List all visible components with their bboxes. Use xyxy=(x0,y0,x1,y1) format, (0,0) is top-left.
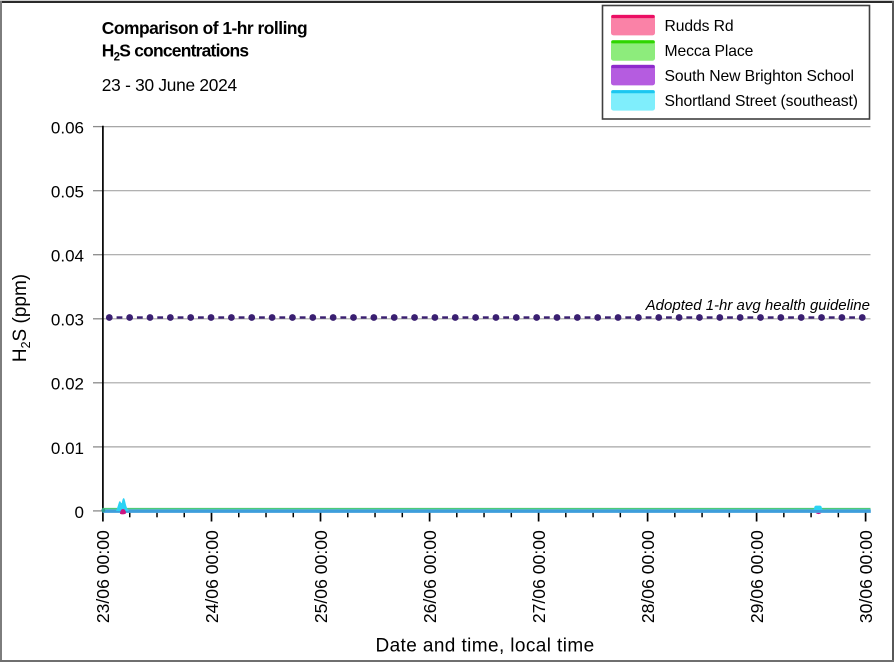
svg-text:H2S (ppm): H2S (ppm) xyxy=(10,274,33,362)
svg-text:0.06: 0.06 xyxy=(51,119,84,138)
svg-text:30/06 00:00: 30/06 00:00 xyxy=(856,530,876,623)
svg-text:24/06 00:00: 24/06 00:00 xyxy=(202,530,222,623)
svg-text:26/06 00:00: 26/06 00:00 xyxy=(420,530,440,623)
svg-text:29/06 00:00: 29/06 00:00 xyxy=(747,530,767,623)
svg-text:0.05: 0.05 xyxy=(51,183,84,202)
svg-text:0.01: 0.01 xyxy=(51,439,84,458)
svg-text:25/06 00:00: 25/06 00:00 xyxy=(311,530,331,623)
svg-text:Rudds Rd: Rudds Rd xyxy=(665,18,734,35)
svg-text:Adopted 1-hr avg health guidel: Adopted 1-hr avg health guideline xyxy=(645,297,870,314)
svg-text:H2S concentrations: H2S concentrations xyxy=(102,41,249,64)
svg-text:Shortland Street (southeast): Shortland Street (southeast) xyxy=(665,93,858,110)
svg-text:0.02: 0.02 xyxy=(51,375,84,394)
svg-text:23 - 30 June 2024: 23 - 30 June 2024 xyxy=(102,75,238,95)
svg-text:Mecca Place: Mecca Place xyxy=(665,43,754,60)
svg-text:0.03: 0.03 xyxy=(51,311,84,330)
svg-text:23/06 00:00: 23/06 00:00 xyxy=(93,530,113,623)
svg-text:28/06 00:00: 28/06 00:00 xyxy=(638,530,658,623)
svg-text:0.04: 0.04 xyxy=(51,247,84,266)
svg-text:Date and time, local time: Date and time, local time xyxy=(375,636,594,657)
svg-text:27/06 00:00: 27/06 00:00 xyxy=(529,530,549,623)
svg-text:South New Brighton School: South New Brighton School xyxy=(665,68,854,85)
svg-text:Comparison of 1-hr rolling: Comparison of 1-hr rolling xyxy=(102,18,307,38)
svg-text:0: 0 xyxy=(75,503,84,522)
